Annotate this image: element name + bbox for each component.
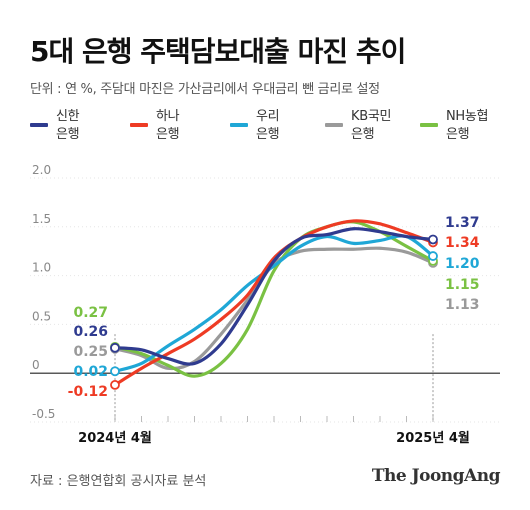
y-tick-label: 0	[32, 358, 40, 372]
legend-label-hana: 하나 은행	[156, 109, 180, 142]
y-tick-label: 1.5	[32, 212, 51, 226]
end-value-label: 1.13	[445, 297, 480, 313]
series-line-4	[113, 220, 435, 378]
start-value-label: 0.02	[73, 364, 108, 380]
line-chart: 2.0 1.5 1.0 0.5 0 -0.5 2024년 4월 2025년 4월 0.27 0.2…	[30, 163, 500, 446]
x-tick-label-start: 2024년 4월	[78, 430, 152, 446]
y-tick-label: 1.0	[32, 261, 51, 275]
series-point-0-12	[428, 234, 438, 245]
series-point-2-12	[428, 251, 438, 261]
legend: 신한 은행 하나 은행 우리 은행 KB국민 은행 NH농협 은행	[30, 108, 510, 148]
y-tick-label: -0.5	[32, 407, 55, 421]
end-value-label: 1.37	[445, 215, 480, 231]
legend-label-kb: KB국민 은행	[351, 109, 392, 142]
start-value-label: -0.12	[68, 384, 108, 400]
end-value-label: 1.20	[445, 256, 480, 272]
series-point-2-0	[110, 366, 120, 377]
brand-logo: The JoongAng	[371, 466, 501, 486]
x-tick-label-end: 2025년 4월	[396, 430, 470, 446]
end-value-label: 1.15	[445, 277, 480, 293]
legend-swatch-woori	[230, 123, 248, 127]
y-tick-label: 2.0	[32, 163, 51, 177]
legend-swatch-kb	[325, 123, 343, 127]
start-value-label: 0.26	[73, 324, 108, 340]
series-point-1-0	[110, 380, 120, 390]
legend-label-shinhan: 신한 은행	[56, 109, 80, 142]
legend-swatch-nh	[420, 123, 438, 127]
legend-label-nh: NH농협 은행	[446, 109, 489, 142]
start-value-label: 0.27	[73, 305, 108, 321]
chart-subtitle: 단위 : 연 %, 주담대 마진은 가산금리에서 우대금리 뺀 금리로 설정	[30, 82, 380, 97]
series-line-1	[113, 219, 435, 387]
series-point-0-0	[110, 342, 120, 353]
series-line-2	[113, 234, 435, 373]
end-value-label: 1.34	[445, 235, 480, 251]
source-note: 자료 : 은행연합회 공시자료 분석	[30, 474, 207, 489]
start-value-label: 0.25	[73, 344, 108, 360]
series-line-0	[113, 227, 435, 366]
y-tick-label: 0.5	[32, 309, 51, 323]
chart-title: 5대 은행 주택담보대출 마진 추이	[30, 35, 406, 68]
legend-swatch-shinhan	[30, 123, 48, 127]
legend-swatch-hana	[130, 123, 148, 127]
legend-label-woori: 우리 은행	[256, 109, 280, 142]
